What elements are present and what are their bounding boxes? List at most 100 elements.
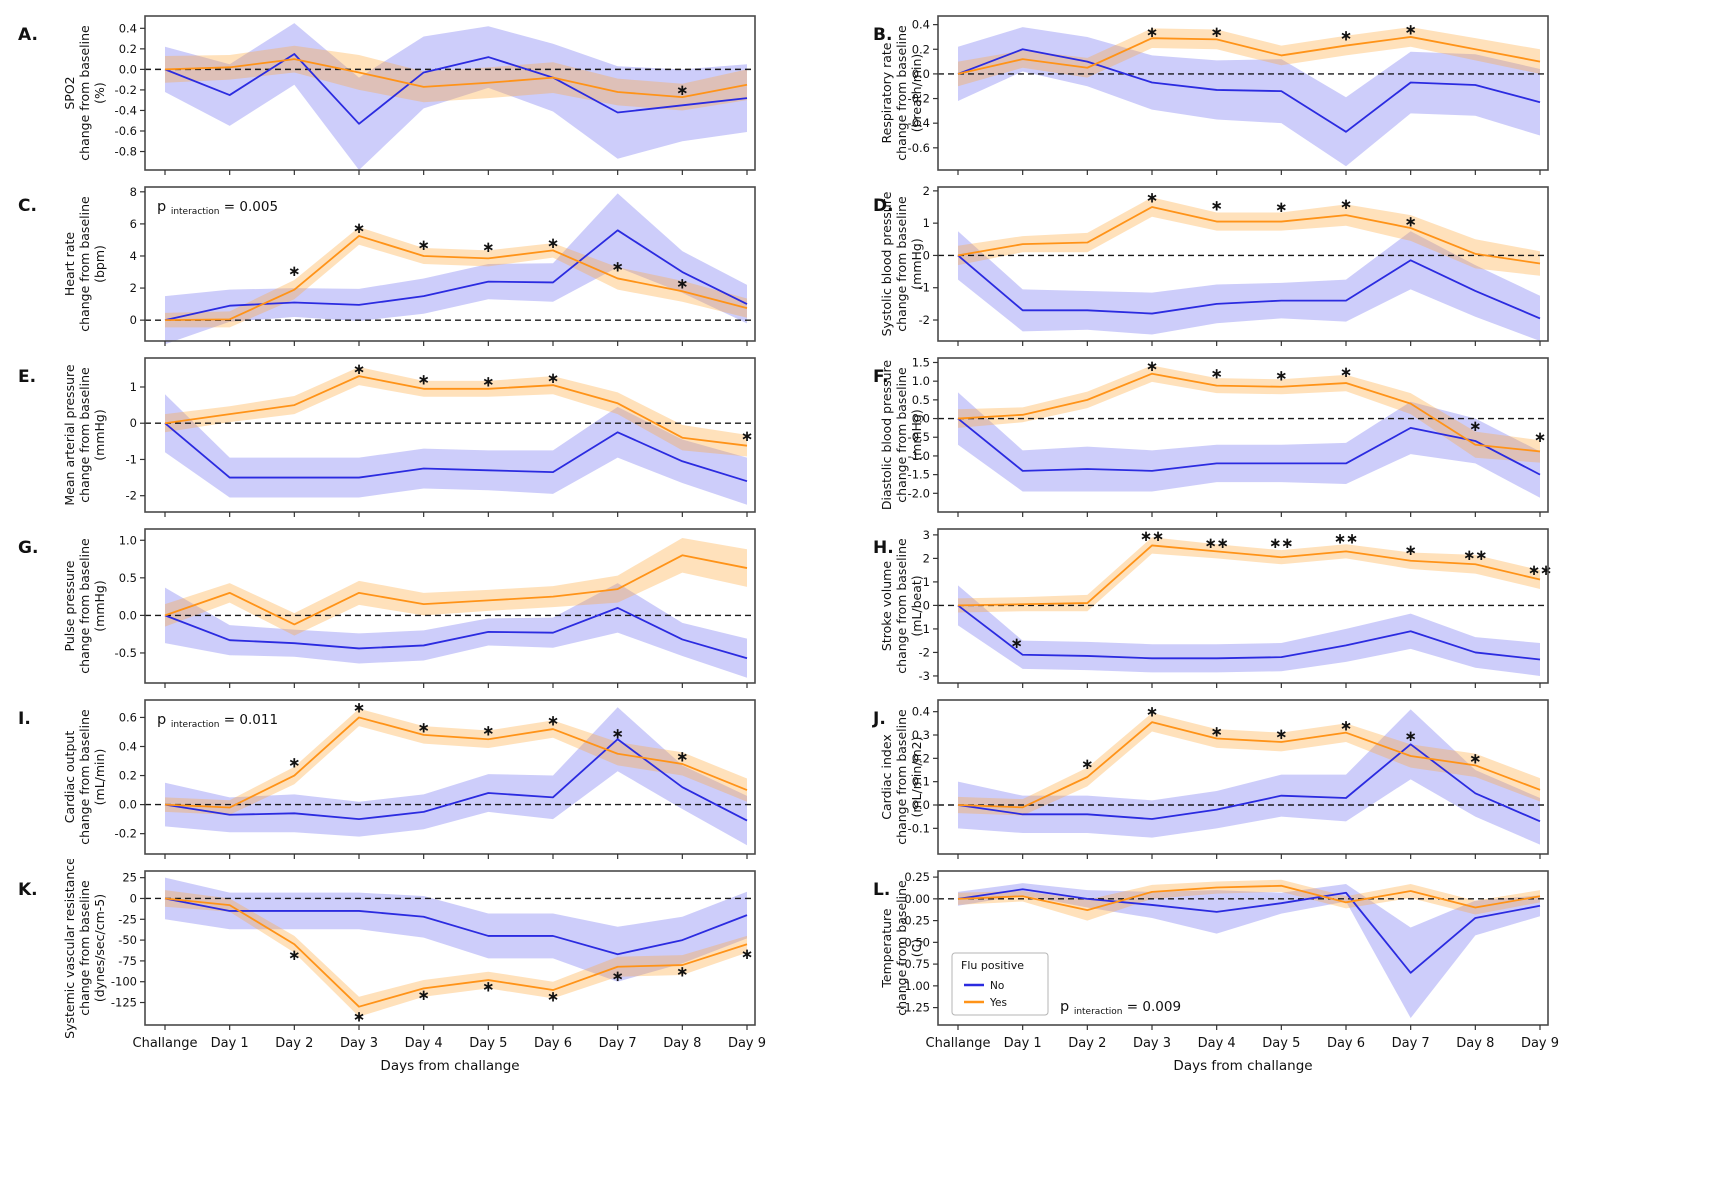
sig-marker-yes: ∗: [611, 257, 624, 275]
sig-marker-yes: ∗: [1146, 357, 1159, 375]
y-tick-label: -1: [126, 452, 137, 466]
y-tick-label: 0.5: [912, 393, 930, 407]
y-tick-label: -1: [919, 622, 930, 636]
y-tick-label: 0.0: [119, 798, 137, 812]
x-tick-label: Day 8: [663, 1036, 701, 1051]
y-axis-label-line: change from baseline: [77, 709, 92, 845]
sig-marker-yes: ∗: [482, 978, 495, 996]
y-tick-label: -0.2: [115, 83, 137, 97]
y-tick-label: -0.5: [908, 430, 930, 444]
y-tick-label: -1.0: [908, 449, 930, 463]
y-axis-label-line: (mL/min): [92, 749, 107, 806]
y-tick-label: 2: [130, 281, 137, 295]
left-column: ∗ 0.4 0.2 0.0 -0.2 -0.4 -0.6 -0.8 A. SPO2 change f…: [0, 4, 865, 1099]
sig-marker-yes: ∗: [417, 236, 430, 254]
series-line-yes: [957, 206, 1541, 265]
ci-band-yes: [165, 890, 747, 1017]
sig-marker-yes: ∗: [1340, 27, 1353, 45]
series-line-no: [164, 53, 748, 125]
y-tick-label: 0.0: [912, 798, 930, 812]
y-tick-label: 1: [923, 575, 930, 589]
ci-band-no: [958, 883, 1540, 1019]
series-line-no: [164, 422, 748, 483]
series-line-yes: [957, 721, 1541, 809]
series-line-no: [957, 888, 1541, 974]
y-axis-label-line: Temperature: [879, 908, 894, 988]
y-tick-label: 0.0: [119, 608, 137, 622]
panel-letter-E: E.: [18, 367, 36, 387]
y-tick-label: 0.00: [904, 892, 930, 906]
y-axis-label-line: change from baseline: [77, 196, 92, 332]
panel-letter-D: D.: [873, 196, 894, 216]
panel-K-chart: ∗ ∗ ∗ ∗ ∗ ∗ ∗ ∗ 25 0 -25 -50 -75 -100 -125 Challange Day…: [18, 859, 766, 1074]
sig-marker-yes: ∗: [353, 698, 366, 716]
p-interaction-annotation: p interaction = 0.005: [157, 199, 278, 217]
x-tick-label: Day 5: [469, 1036, 507, 1051]
panel-letter-I: I.: [18, 709, 31, 729]
sig-marker-yes: ∗: [353, 360, 366, 378]
sig-marker-yes: ∗: [1275, 198, 1288, 216]
sig-marker-yes: ∗: [1152, 527, 1165, 545]
y-tick-label: -0.1: [908, 821, 930, 835]
y-tick-label: 3: [923, 528, 930, 542]
panel-letter-G: G.: [18, 538, 38, 558]
sig-marker-yes: ∗: [353, 219, 366, 237]
y-axis-label-line: SPO2: [62, 76, 77, 109]
sig-marker-yes: ∗: [741, 427, 754, 445]
sig-marker-no: ∗: [1140, 527, 1153, 545]
ci-band-no: [165, 193, 747, 345]
panel-A-chart: ∗ 0.4 0.2 0.0 -0.2 -0.4 -0.6 -0.8 A. SPO2 change f…: [18, 15, 756, 175]
y-tick-label: -0.6: [115, 124, 137, 138]
y-tick-label: 0.0: [119, 62, 137, 76]
y-axis-label-line: change from baseline: [77, 25, 92, 161]
x-tick-label: Day 6: [1327, 1036, 1365, 1051]
ci-band-yes: [958, 879, 1540, 921]
plot-frame: [937, 870, 1549, 1026]
x-tick-label: Challange: [133, 1036, 198, 1051]
ci-band-no: [958, 27, 1540, 167]
sig-marker-yes: ∗: [547, 711, 560, 729]
sig-marker-no: ∗: [1334, 529, 1347, 547]
series-line-no: [957, 604, 1541, 661]
ci-band-yes: [958, 27, 1540, 87]
x-tick-label: Day 8: [1456, 1036, 1494, 1051]
ci-band-no: [165, 23, 747, 171]
y-tick-label: -75: [118, 954, 137, 968]
y-tick-label: 0: [130, 891, 137, 905]
y-axis-label-line: Cardiac output: [62, 731, 77, 824]
sig-marker-yes: ∗: [417, 986, 430, 1004]
series-line-yes: [957, 372, 1541, 453]
panel-E-chart: ∗ ∗ ∗ ∗ ∗ 1 0 -1 -2 E. Mean arterial pressure chang…: [18, 357, 756, 517]
y-axis-label-line: (C): [909, 939, 924, 957]
legend-title: Flu positive: [961, 959, 1024, 972]
sig-marker-yes: ∗: [417, 719, 430, 737]
panel-B-chart: ∗ ∗ ∗ ∗ 0.4 0.2 0.0 -0.2 -0.4 -0.6 B.Respiratory r…: [873, 15, 1549, 175]
sig-marker-yes: ∗: [1275, 725, 1288, 743]
y-axis-label-line: (%): [92, 82, 107, 104]
sig-marker-yes: ∗: [1275, 367, 1288, 385]
sig-marker-yes: ∗: [1404, 213, 1417, 231]
y-tick-label: -125: [111, 996, 137, 1010]
x-tick-label: Challange: [926, 1036, 991, 1051]
sig-marker-no: ∗: [1010, 634, 1023, 652]
y-axis-label-line: change from baseline: [894, 367, 909, 503]
sig-marker-yes: ∗: [611, 724, 624, 742]
y-tick-label: 0.0: [912, 412, 930, 426]
ci-band-yes: [958, 197, 1540, 276]
sig-marker-no: ∗: [1204, 534, 1217, 552]
y-tick-label: 1.0: [119, 533, 137, 547]
sig-marker-yes: ∗: [1540, 561, 1553, 579]
series-line-yes: [164, 375, 748, 447]
panel-letter-C: C.: [18, 196, 37, 216]
y-tick-label: 0.3: [912, 728, 930, 742]
y-axis-label-line: (mmHg): [909, 238, 924, 289]
y-tick-label: -2: [919, 645, 930, 659]
sig-marker-yes: ∗: [547, 988, 560, 1006]
panel-D-chart: ∗ ∗ ∗ ∗ ∗ 2 1 0 -1 -2 D.Systolic blood pressure cha…: [873, 184, 1549, 346]
y-tick-label: 0.2: [119, 42, 137, 56]
panel-letter-H: H.: [873, 538, 894, 558]
sig-marker-yes: ∗: [1081, 755, 1094, 773]
plot-frame: [937, 186, 1549, 342]
y-axis-label-line: (mmHg): [909, 409, 924, 460]
sig-marker-yes: ∗: [676, 274, 689, 292]
